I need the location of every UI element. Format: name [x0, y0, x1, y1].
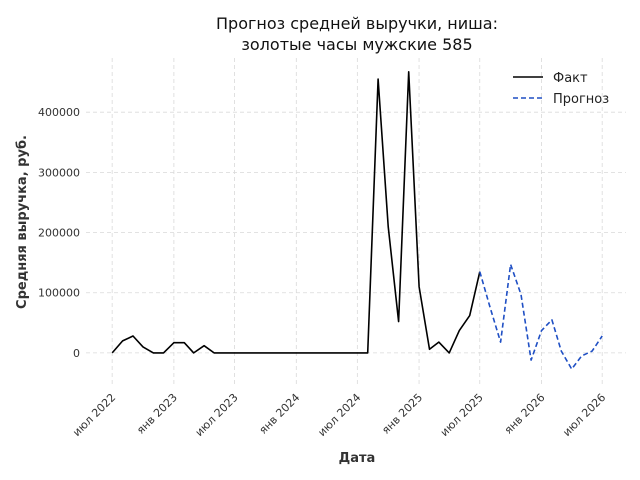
chart-title-line-2: золотые часы мужские 585 [241, 35, 472, 54]
y-tick-label: 300000 [38, 166, 80, 179]
x-axis-ticks: июл 2022 янв 2023 июл 2023 янв 2024 июл 2024… [70, 391, 608, 439]
x-tick-label: июл 2023 [193, 391, 241, 439]
x-tick-label: июл 2022 [70, 391, 118, 439]
legend-label-fact: Факт [553, 71, 588, 86]
y-axis-label: Средняя выручка, руб. [15, 135, 30, 309]
x-tick-label: янв 2023 [134, 391, 180, 437]
x-axis-label: Дата [339, 451, 376, 466]
x-tick-label: янв 2026 [502, 391, 548, 437]
y-axis-ticks: 0 100000 200000 300000 400000 [38, 106, 80, 360]
series-lines [111, 71, 603, 370]
legend: Факт Прогноз [513, 71, 609, 107]
x-tick-label: июл 2025 [438, 391, 486, 439]
x-tick-label: июл 2024 [315, 391, 363, 439]
y-tick-label: 200000 [38, 227, 80, 240]
y-tick-label: 0 [73, 347, 80, 360]
series-line-forecast [479, 263, 603, 370]
x-tick-label: июл 2026 [560, 391, 608, 439]
legend-label-forecast: Прогноз [553, 92, 609, 107]
x-tick-label: янв 2024 [257, 391, 303, 437]
y-tick-label: 400000 [38, 106, 80, 119]
series-line-fact [111, 71, 481, 354]
chart-title-line-1: Прогноз средней выручки, ниша: [216, 14, 498, 33]
y-tick-label: 100000 [38, 287, 80, 300]
x-tick-label: янв 2025 [379, 391, 425, 437]
grid [86, 58, 626, 386]
